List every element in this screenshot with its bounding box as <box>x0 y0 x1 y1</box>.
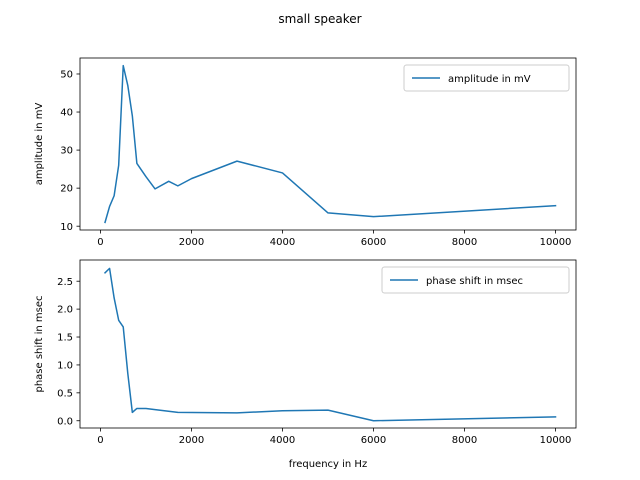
y-tick-label: 10 <box>60 222 73 233</box>
y-tick-label: 30 <box>60 146 73 157</box>
x-tick-label: 4000 <box>270 237 295 248</box>
legend-box <box>381 266 570 294</box>
legend-label: phase shift in msec <box>426 276 523 287</box>
legend-label: amplitude in mV <box>448 74 531 85</box>
x-tick-label: 0 <box>97 435 103 446</box>
x-tick-label: 4000 <box>270 435 295 446</box>
series-line <box>103 267 557 422</box>
y-axis-label: phase shift in msec <box>34 295 45 392</box>
x-axis-label: frequency in Hz <box>289 459 367 470</box>
y-tick-label: 20 <box>60 184 73 195</box>
y-tick-label: 50 <box>60 70 73 81</box>
legend-box <box>403 64 570 92</box>
x-tick-label: 6000 <box>361 435 386 446</box>
x-tick-label: 0 <box>97 237 103 248</box>
y-tick-label: 40 <box>60 108 73 119</box>
legend: phase shift in msec <box>381 266 570 294</box>
y-tick-label: 2.5 <box>57 277 73 288</box>
y-tick-label: 1.5 <box>57 333 73 344</box>
y-tick-label: 0.5 <box>57 388 73 399</box>
series-line <box>104 64 557 224</box>
figure-title: small speaker <box>278 12 361 26</box>
legend: amplitude in mV <box>403 64 570 92</box>
phase-panel: 0 2000 4000 6000 8000 10000 0.0 0.5 1.0 1.5 2.0 2.5… <box>34 259 577 470</box>
x-tick-label: 8000 <box>452 435 477 446</box>
amplitude-panel: 0 2000 4000 6000 8000 10000 10 20 30 40 50 amplitud… <box>34 57 577 248</box>
y-tick-label: 1.0 <box>57 361 73 372</box>
plot-frame <box>79 57 577 231</box>
x-tick-label: 10000 <box>540 435 572 446</box>
y-tick-label: 0.0 <box>57 416 73 427</box>
y-tick-label: 2.0 <box>57 305 73 316</box>
x-tick-label: 6000 <box>361 237 386 248</box>
x-tick-label: 2000 <box>179 435 204 446</box>
x-tick-label: 10000 <box>540 237 572 248</box>
plot-frame <box>79 259 577 429</box>
y-axis-label: amplitude in mV <box>34 103 45 186</box>
x-tick-label: 8000 <box>452 237 477 248</box>
x-tick-label: 2000 <box>179 237 204 248</box>
